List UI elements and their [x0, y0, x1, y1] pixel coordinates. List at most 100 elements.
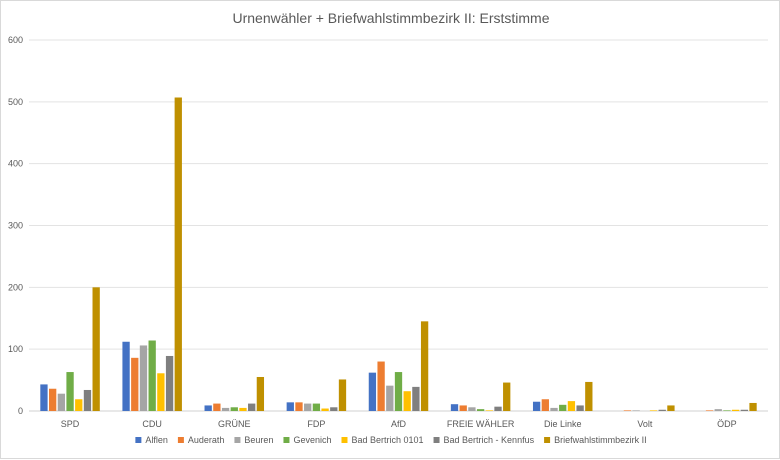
bar-1-3 — [148, 340, 156, 411]
category-label: Die Linke — [544, 419, 582, 429]
bar-2-0 — [204, 405, 212, 411]
bar-0-6 — [92, 287, 100, 411]
bar-1-0 — [122, 341, 130, 411]
bar-1-6 — [174, 97, 182, 411]
bar-7-2 — [632, 410, 640, 411]
bar-3-1 — [295, 402, 303, 411]
y-tick-label: 200 — [8, 282, 23, 292]
bar-1-5 — [165, 355, 174, 411]
bar-2-1 — [213, 403, 221, 411]
bar-7-1 — [623, 410, 632, 411]
legend-swatch — [177, 437, 184, 443]
legend: Alflen Auderath Beuren Gevenich Bad Bertrich… — [135, 435, 647, 445]
bar-5-6 — [503, 382, 511, 411]
bar-3-3 — [312, 403, 321, 411]
bar-7-5 — [658, 409, 666, 411]
legend-label: Auderath — [188, 435, 225, 445]
legend-label: Beuren — [244, 435, 273, 445]
bar-0-0 — [40, 384, 48, 411]
bar-3-2 — [304, 403, 312, 411]
legend-item: Alflen — [135, 435, 168, 445]
bar-8-3 — [723, 410, 731, 411]
bar-0-1 — [49, 388, 57, 411]
bar-8-1 — [705, 410, 714, 411]
bar-6-2 — [550, 407, 558, 411]
legend-label: Bad Bertrich - Kennfus — [444, 435, 535, 445]
category-label: FDP — [307, 419, 325, 429]
bar-6-6 — [585, 381, 593, 411]
y-tick-label: 0 — [18, 406, 23, 416]
bar-0-4 — [75, 399, 83, 411]
bar-6-5 — [576, 405, 584, 411]
legend-item: Auderath — [177, 435, 225, 445]
y-tick-label: 100 — [8, 344, 23, 354]
bar-0-5 — [83, 389, 92, 411]
bar-2-3 — [230, 407, 238, 411]
category-label: GRÜNE — [218, 419, 251, 429]
legend-label: Gevenich — [293, 435, 331, 445]
bar-6-4 — [567, 401, 576, 411]
legend-swatch — [135, 437, 142, 443]
bar-8-4 — [731, 409, 740, 411]
legend-item: Bad Bertrich - Kennfus — [433, 435, 535, 445]
bar-2-5 — [248, 403, 256, 411]
bar-8-5 — [740, 409, 748, 411]
bar-4-1 — [377, 361, 385, 411]
category-label: CDU — [142, 419, 162, 429]
bar-4-4 — [403, 391, 411, 411]
bar-3-5 — [330, 407, 338, 411]
bar-7-4 — [649, 410, 658, 411]
x-axis-categories: SPD CDU GRÜNE FDP AfD FREIE WÄHLER Die Linke Vo… — [61, 419, 737, 429]
legend-swatch — [433, 437, 440, 443]
legend-label: Bad Bertrich 0101 — [351, 435, 423, 445]
legend-label: Briefwahlstimmbezirk II — [554, 435, 647, 445]
bar-2-6 — [256, 376, 265, 411]
legend-item: Briefwahlstimmbezirk II — [544, 435, 647, 445]
bar-0-2 — [57, 393, 66, 411]
bar-5-2 — [468, 407, 476, 411]
bar-4-3 — [394, 372, 403, 411]
category-label: SPD — [61, 419, 80, 429]
legend-label: Alflen — [145, 435, 168, 445]
bar-3-4 — [321, 408, 329, 411]
bar-4-5 — [412, 386, 420, 411]
y-tick-label: 400 — [8, 159, 23, 169]
bar-0-3 — [66, 372, 74, 411]
bar-1-2 — [139, 345, 148, 411]
category-label: Volt — [637, 419, 653, 429]
category-label: ÖDP — [717, 419, 737, 429]
bar-5-0 — [450, 404, 459, 411]
legend-swatch — [283, 437, 290, 443]
bar-5-1 — [459, 405, 467, 411]
bar-1-1 — [131, 357, 139, 411]
bar-4-6 — [420, 321, 429, 411]
legend-swatch — [341, 437, 348, 443]
bar-5-3 — [476, 409, 485, 411]
bar-5-5 — [494, 406, 502, 411]
bar-1-4 — [157, 373, 165, 411]
legend-swatch — [544, 437, 551, 443]
category-label: AfD — [391, 419, 407, 429]
y-axis-ticks: 0 100 200 300 400 500 600 — [8, 35, 23, 416]
bar-3-0 — [286, 402, 294, 411]
category-label: FREIE WÄHLER — [447, 419, 515, 429]
bar-5-4 — [485, 410, 493, 411]
bar-2-4 — [239, 407, 247, 411]
bars — [40, 97, 757, 411]
legend-item: Bad Bertrich 0101 — [341, 435, 424, 445]
bar-6-0 — [532, 401, 541, 411]
bar-7-6 — [667, 405, 675, 411]
y-tick-label: 500 — [8, 97, 23, 107]
bar-8-6 — [749, 402, 757, 411]
y-tick-label: 600 — [8, 35, 23, 45]
legend-swatch — [234, 437, 241, 443]
bar-4-0 — [368, 372, 377, 411]
bar-4-2 — [386, 385, 394, 411]
bar-8-2 — [714, 409, 722, 411]
bar-6-1 — [541, 399, 549, 411]
bar-3-6 — [338, 379, 347, 411]
legend-item: Beuren — [234, 435, 273, 445]
bar-2-2 — [221, 407, 230, 411]
